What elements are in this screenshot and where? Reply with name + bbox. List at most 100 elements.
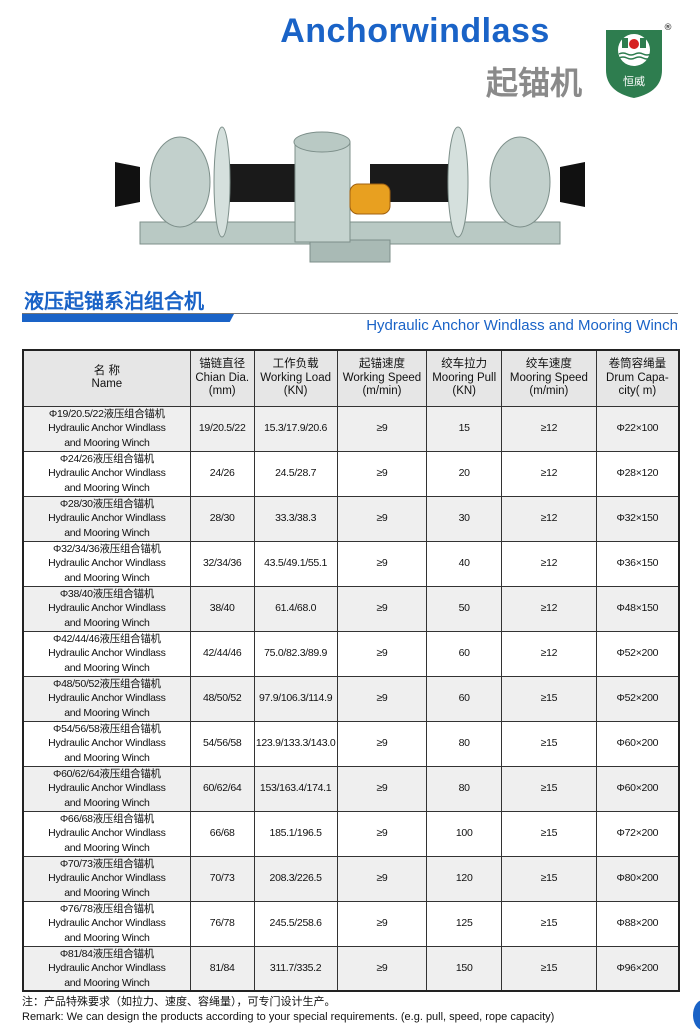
cell-load: 185.1/196.5: [253, 810, 338, 857]
name-line: Hydraulic Anchor Windlass: [48, 782, 166, 795]
name-line: and Mooring Winch: [64, 931, 150, 944]
name-line: Hydraulic Anchor Windlass: [48, 872, 166, 885]
table-row: Φ48/50/52液压组合锚机 Hydraulic Anchor Windlass…: [22, 675, 680, 722]
remarks: 注：产品特殊要求（如拉力、速度、容绳量），可专门设计生产。 Remark: We…: [22, 995, 554, 1025]
column-header: 绞车速度 Mooring Speed (m/min): [501, 349, 597, 407]
cell-load: 123.9/133.3/143.0: [253, 720, 338, 767]
cell-drum: Φ88×200: [595, 900, 680, 947]
cell-speed: ≥9: [336, 495, 428, 542]
name-line: Φ19/20.5/22液压组合锚机: [48, 407, 165, 420]
table-row: Φ32/34/36液压组合锚机 Hydraulic Anchor Windlass…: [22, 540, 680, 587]
cell-speed: ≥9: [336, 585, 428, 632]
cell-drum: Φ28×120: [595, 450, 680, 497]
name-line: Hydraulic Anchor Windlass: [48, 467, 166, 480]
name-line: Φ60/62/64液压组合锚机: [53, 767, 161, 780]
windlass-product-image: [115, 126, 585, 263]
cell-dia: 48/50/52: [189, 675, 255, 722]
cell-mspeed: ≥15: [501, 765, 597, 812]
cell-drum: Φ80×200: [595, 855, 680, 902]
cell-mspeed: ≥15: [501, 900, 597, 947]
cell-speed: ≥9: [336, 675, 428, 722]
column-header: 名 称 Name: [22, 349, 191, 407]
table-row: Φ70/73液压组合锚机 Hydraulic Anchor Windlass and…: [22, 855, 680, 902]
cell-load: 43.5/49.1/55.1: [253, 540, 338, 587]
cell-drum: Φ72×200: [595, 810, 680, 857]
header-en: Chian Dia.: [195, 371, 250, 384]
cell-speed: ≥9: [336, 720, 428, 767]
name-line: and Mooring Winch: [64, 571, 150, 584]
name-line: Φ54/56/58液压组合锚机: [53, 722, 161, 735]
cell-name: Φ38/40液压组合锚机 Hydraulic Anchor Windlass and…: [22, 585, 191, 632]
cell-drum: Φ52×200: [595, 675, 680, 722]
name-line: and Mooring Winch: [64, 886, 150, 899]
header-en: Name: [91, 378, 123, 391]
cell-mspeed: ≥12: [501, 495, 597, 542]
name-line: Hydraulic Anchor Windlass: [48, 557, 166, 570]
name-line: Φ76/78液压组合锚机: [59, 902, 154, 915]
name-line: Φ48/50/52液压组合锚机: [53, 677, 161, 690]
cell-dia: 42/44/46: [189, 630, 255, 677]
cell-name: Φ28/30液压组合锚机 Hydraulic Anchor Windlass and…: [22, 495, 191, 542]
name-line: and Mooring Winch: [64, 706, 150, 719]
section-title-cn: 液压起锚系泊组合机: [24, 289, 204, 313]
cell-dia: 76/78: [189, 900, 255, 947]
cell-drum: Φ60×200: [595, 765, 680, 812]
header-cn: 绞车拉力: [441, 358, 488, 370]
cell-pull: 50: [426, 585, 503, 632]
svg-text:恒威: 恒威: [623, 75, 645, 88]
name-line: and Mooring Winch: [64, 661, 150, 674]
remark-cn: 注：产品特殊要求（如拉力、速度、容绳量），可专门设计生产。: [22, 996, 336, 1008]
cell-speed: ≥9: [336, 630, 428, 677]
cell-mspeed: ≥12: [501, 585, 597, 632]
cell-pull: 80: [426, 765, 503, 812]
name-line: Φ42/44/46液压组合锚机: [53, 632, 161, 645]
page-edge-tab: [693, 1000, 700, 1030]
section-divider: [22, 313, 678, 314]
table-row: Φ38/40液压组合锚机 Hydraulic Anchor Windlass and…: [22, 585, 680, 632]
header-unit: (KN): [283, 385, 308, 397]
cell-name: Φ42/44/46液压组合锚机 Hydraulic Anchor Windlass…: [22, 630, 191, 677]
cell-pull: 60: [426, 630, 503, 677]
header-unit: (m/min): [529, 385, 569, 397]
cell-mspeed: ≥15: [501, 720, 597, 767]
cell-dia: 70/73: [189, 855, 255, 902]
cell-name: Φ19/20.5/22液压组合锚机 Hydraulic Anchor Windla…: [22, 405, 191, 452]
name-line: Hydraulic Anchor Windlass: [48, 917, 166, 930]
cell-speed: ≥9: [336, 855, 428, 902]
name-line: and Mooring Winch: [64, 841, 150, 854]
cell-pull: 120: [426, 855, 503, 902]
table-row: Φ28/30液压组合锚机 Hydraulic Anchor Windlass and…: [22, 495, 680, 542]
header-cn: 卷筒容绳量: [608, 358, 667, 370]
header-cn: 锚链直径: [199, 358, 246, 370]
cell-mspeed: ≥15: [501, 945, 597, 992]
name-line: and Mooring Winch: [64, 481, 150, 494]
cell-dia: 24/26: [189, 450, 255, 497]
cell-load: 15.3/17.9/20.6: [253, 405, 338, 452]
page-title: Anchorwindlass: [280, 12, 550, 50]
name-line: Hydraulic Anchor Windlass: [48, 962, 166, 974]
cell-dia: 28/30: [189, 495, 255, 542]
cell-name: Φ66/68液压组合锚机 Hydraulic Anchor Windlass and…: [22, 810, 191, 857]
cell-dia: 38/40: [189, 585, 255, 632]
cell-load: 97.9/106.3/114.9: [253, 675, 338, 722]
cell-load: 61.4/68.0: [253, 585, 338, 632]
cell-name: Φ54/56/58液压组合锚机 Hydraulic Anchor Windlass…: [22, 720, 191, 767]
cell-drum: Φ60×200: [595, 720, 680, 767]
company-logo: 恒威 ®: [606, 23, 672, 98]
cell-load: 311.7/335.2: [253, 945, 338, 992]
name-line: Φ70/73液压组合锚机: [59, 857, 154, 870]
cell-dia: 54/56/58: [189, 720, 255, 767]
cell-mspeed: ≥15: [501, 675, 597, 722]
cell-name: Φ32/34/36液压组合锚机 Hydraulic Anchor Windlass…: [22, 540, 191, 587]
name-line: Hydraulic Anchor Windlass: [48, 512, 166, 525]
cell-speed: ≥9: [336, 765, 428, 812]
column-header: 工作负载 Working Load (KN): [253, 349, 338, 407]
name-line: and Mooring Winch: [64, 616, 150, 629]
cell-speed: ≥9: [336, 540, 428, 587]
cell-drum: Φ36×150: [595, 540, 680, 587]
header-en: Working Speed: [342, 371, 422, 384]
header-cn: 起锚速度: [358, 358, 405, 370]
header-en: Mooring Pull: [432, 371, 497, 384]
name-line: Φ38/40液压组合锚机: [59, 587, 154, 600]
cell-speed: ≥9: [336, 405, 428, 452]
